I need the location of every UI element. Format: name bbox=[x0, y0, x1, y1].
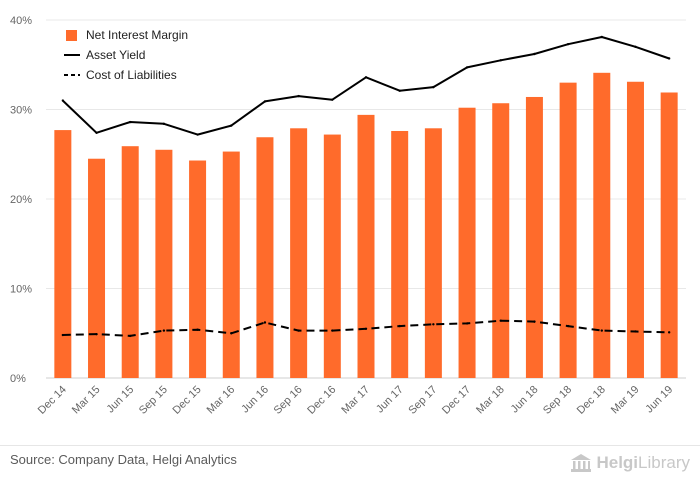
point-asset-yield bbox=[432, 85, 435, 89]
bar-net-interest-margin bbox=[222, 151, 240, 378]
legend-label: Cost of Liabilities bbox=[86, 68, 177, 82]
legend-label: Asset Yield bbox=[86, 48, 145, 62]
x-tick-label: Sep 15 bbox=[137, 384, 170, 417]
point-asset-yield bbox=[230, 124, 233, 127]
x-tick-label: Mar 17 bbox=[339, 384, 372, 417]
library-building-icon bbox=[571, 454, 592, 472]
chart-footer: Source: Company Data, Helgi Analytics He… bbox=[0, 445, 700, 484]
x-tick-label: Dec 18 bbox=[575, 384, 608, 417]
x-axis-tick-labels: Dec 14 Mar 15 Jun 15 Sep 15 Dec 15 Mar 16 Jun … bbox=[36, 384, 675, 417]
point-cost-of-liabilities bbox=[263, 321, 267, 324]
bar-net-interest-margin bbox=[559, 82, 577, 379]
x-tick-label: Sep 16 bbox=[272, 384, 305, 417]
bar-net-interest-margin bbox=[660, 92, 678, 379]
point-cost-of-liabilities bbox=[398, 324, 401, 328]
point-cost-of-liabilities bbox=[331, 329, 334, 332]
point-cost-of-liabilities bbox=[600, 329, 603, 332]
point-cost-of-liabilities bbox=[364, 327, 368, 330]
point-asset-yield bbox=[129, 120, 132, 124]
bar-net-interest-margin bbox=[54, 130, 72, 378]
point-asset-yield bbox=[566, 42, 570, 46]
y-tick-label: 0% bbox=[10, 373, 26, 385]
point-cost-of-liabilities bbox=[129, 334, 132, 338]
net-interest-margin-bars bbox=[54, 72, 678, 379]
point-asset-yield bbox=[196, 133, 199, 136]
point-cost-of-liabilities bbox=[196, 328, 199, 331]
bar-net-interest-margin bbox=[492, 103, 510, 379]
point-asset-yield bbox=[297, 94, 300, 98]
x-tick-label: Dec 14 bbox=[36, 384, 69, 417]
x-tick-label: Dec 15 bbox=[171, 384, 204, 417]
x-tick-label: Sep 17 bbox=[406, 384, 439, 417]
point-cost-of-liabilities bbox=[162, 329, 166, 332]
y-tick-label: 20% bbox=[10, 194, 32, 206]
point-asset-yield bbox=[398, 89, 401, 92]
y-axis-tick-labels: 0% 10% 20% 30% 40% bbox=[10, 15, 32, 385]
point-cost-of-liabilities bbox=[61, 333, 65, 337]
bar-net-interest-margin bbox=[88, 158, 106, 378]
x-tick-label: Dec 17 bbox=[440, 384, 473, 417]
legend-swatch-bar bbox=[66, 30, 77, 41]
point-cost-of-liabilities bbox=[95, 332, 98, 336]
y-tick-label: 10% bbox=[10, 284, 32, 296]
x-tick-label: Mar 15 bbox=[70, 384, 103, 417]
bar-net-interest-margin bbox=[290, 128, 308, 378]
source-note: Source: Company Data, Helgi Analytics bbox=[10, 452, 237, 467]
bar-net-interest-margin bbox=[391, 130, 409, 378]
x-tick-label: Mar 19 bbox=[609, 384, 642, 417]
point-cost-of-liabilities bbox=[533, 320, 536, 323]
point-cost-of-liabilities bbox=[297, 329, 300, 332]
bar-net-interest-margin bbox=[155, 149, 173, 378]
point-asset-yield bbox=[499, 59, 502, 62]
y-tick-label: 30% bbox=[10, 105, 32, 117]
point-cost-of-liabilities bbox=[432, 323, 435, 326]
bar-net-interest-margin bbox=[323, 134, 341, 378]
point-asset-yield bbox=[61, 99, 65, 102]
point-asset-yield bbox=[263, 100, 267, 103]
brand-logo: HelgiLibrary bbox=[570, 451, 690, 475]
x-tick-label: Jun 15 bbox=[104, 384, 136, 416]
point-cost-of-liabilities bbox=[230, 332, 233, 335]
bar-net-interest-margin bbox=[626, 81, 644, 378]
point-asset-yield bbox=[667, 57, 671, 60]
point-asset-yield bbox=[600, 35, 603, 39]
bar-net-interest-margin bbox=[189, 160, 207, 378]
point-asset-yield bbox=[533, 52, 536, 56]
brand-bold: Helgi bbox=[596, 453, 639, 472]
chart: 0%10%20%30%40% Dec 14 Mar 15 Jun 15 Sep 15 D… bbox=[10, 15, 686, 417]
x-tick-label: Dec 16 bbox=[305, 384, 338, 417]
bar-net-interest-margin bbox=[256, 137, 274, 378]
bar-net-interest-margin bbox=[593, 72, 611, 379]
point-asset-yield bbox=[95, 131, 98, 134]
bar-net-interest-margin bbox=[121, 146, 139, 378]
point-asset-yield bbox=[634, 45, 637, 49]
x-tick-label: Jun 16 bbox=[239, 384, 271, 416]
point-cost-of-liabilities bbox=[667, 331, 671, 334]
point-asset-yield bbox=[162, 122, 166, 126]
bar-net-interest-margin bbox=[525, 96, 543, 378]
bar-net-interest-margin bbox=[458, 107, 476, 379]
y-tick-label: 40% bbox=[10, 15, 32, 27]
bar-net-interest-margin bbox=[357, 114, 375, 379]
point-cost-of-liabilities bbox=[566, 324, 570, 328]
bar-net-interest-margin bbox=[424, 128, 442, 378]
point-cost-of-liabilities bbox=[465, 322, 469, 325]
x-tick-label: Mar 16 bbox=[205, 384, 238, 417]
legend: Net Interest Margin Asset Yield Cost of Li… bbox=[64, 28, 188, 82]
line-series bbox=[61, 35, 671, 338]
x-tick-label: Mar 18 bbox=[474, 384, 507, 417]
legend-label: Net Interest Margin bbox=[86, 28, 188, 42]
x-tick-label: Jun 19 bbox=[643, 384, 675, 416]
point-asset-yield bbox=[364, 76, 368, 79]
brand-light: Library bbox=[638, 453, 690, 472]
point-asset-yield bbox=[331, 98, 334, 101]
point-cost-of-liabilities bbox=[634, 330, 637, 333]
x-tick-label: Jun 18 bbox=[509, 384, 541, 416]
x-tick-label: Jun 17 bbox=[374, 384, 406, 416]
x-tick-label: Sep 18 bbox=[541, 384, 574, 417]
point-asset-yield bbox=[465, 66, 469, 69]
point-cost-of-liabilities bbox=[499, 319, 502, 322]
brand-name: HelgiLibrary bbox=[596, 453, 690, 473]
